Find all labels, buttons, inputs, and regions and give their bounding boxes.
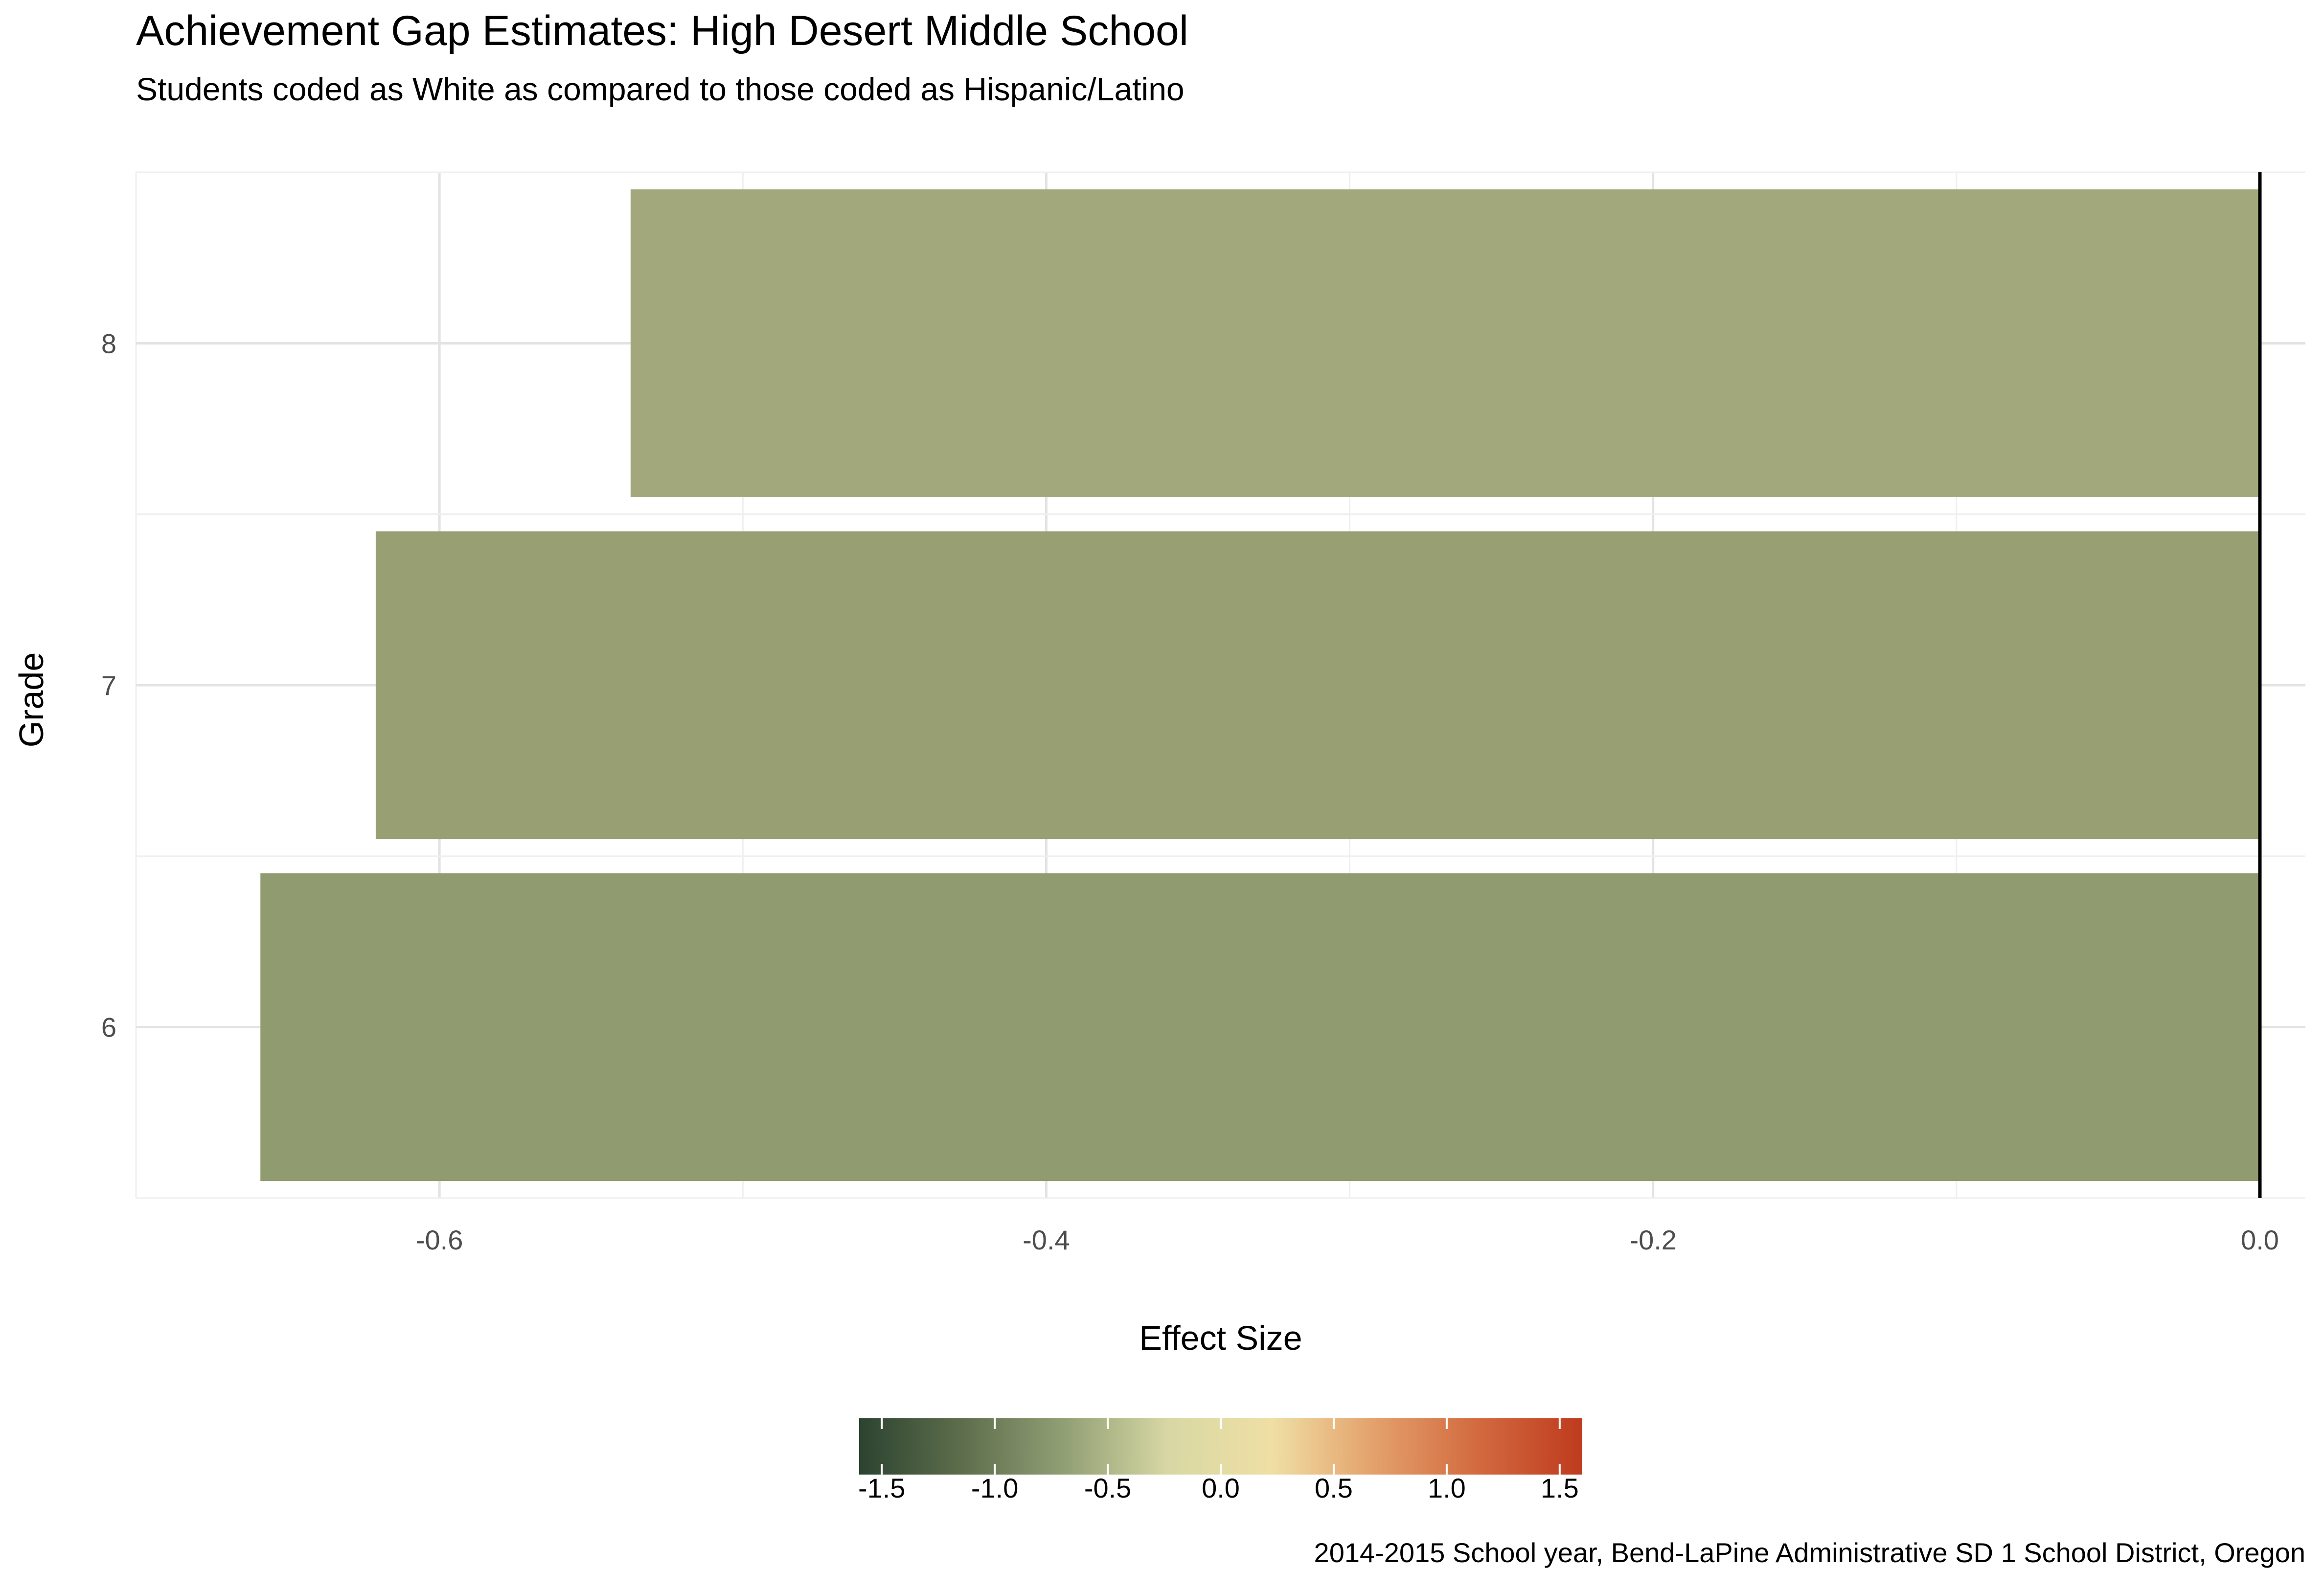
y-tick-label: 6 — [101, 1012, 116, 1043]
colorbar-tick-label: 0.0 — [1202, 1473, 1240, 1503]
x-tick-label: 0.0 — [2241, 1224, 2279, 1255]
y-axis-title: Grade — [12, 652, 50, 748]
x-tick-label: -0.6 — [416, 1224, 463, 1255]
x-tick-label: -0.2 — [1629, 1224, 1677, 1255]
x-tick-label: -0.4 — [1023, 1224, 1070, 1255]
y-tick-label: 7 — [101, 670, 116, 701]
colorbar-tick-label: 0.5 — [1315, 1473, 1353, 1503]
y-tick-labels: 6 7 8 — [101, 328, 116, 1042]
chart-caption: 2014-2015 School year, Bend-LaPine Admin… — [1314, 1537, 2305, 1568]
x-axis-title: Effect Size — [1139, 1319, 1302, 1357]
colorbar-tick-label: 1.5 — [1541, 1473, 1579, 1503]
colorbar-tick-label: -1.5 — [858, 1473, 906, 1503]
bar-grade-6 — [260, 873, 2260, 1181]
chart-title: Achievement Gap Estimates: High Desert M… — [136, 7, 1188, 54]
colorbar-tick-label: -1.0 — [971, 1473, 1019, 1503]
bar-grade-8 — [630, 189, 2260, 497]
colorbar-tick-label: 1.0 — [1428, 1473, 1466, 1503]
chart-subtitle: Students coded as White as compared to t… — [136, 71, 1185, 107]
bars-layer — [260, 189, 2260, 1181]
colorbar-tick-label: -0.5 — [1084, 1473, 1132, 1503]
bar-grade-7 — [375, 531, 2260, 839]
x-tick-labels: -0.6 -0.4 -0.2 0.0 — [416, 1224, 2279, 1255]
colorbar-tick-labels: -1.5 -1.0 -0.5 0.0 0.5 1.0 1.5 — [858, 1418, 1579, 1503]
y-tick-label: 8 — [101, 328, 116, 359]
